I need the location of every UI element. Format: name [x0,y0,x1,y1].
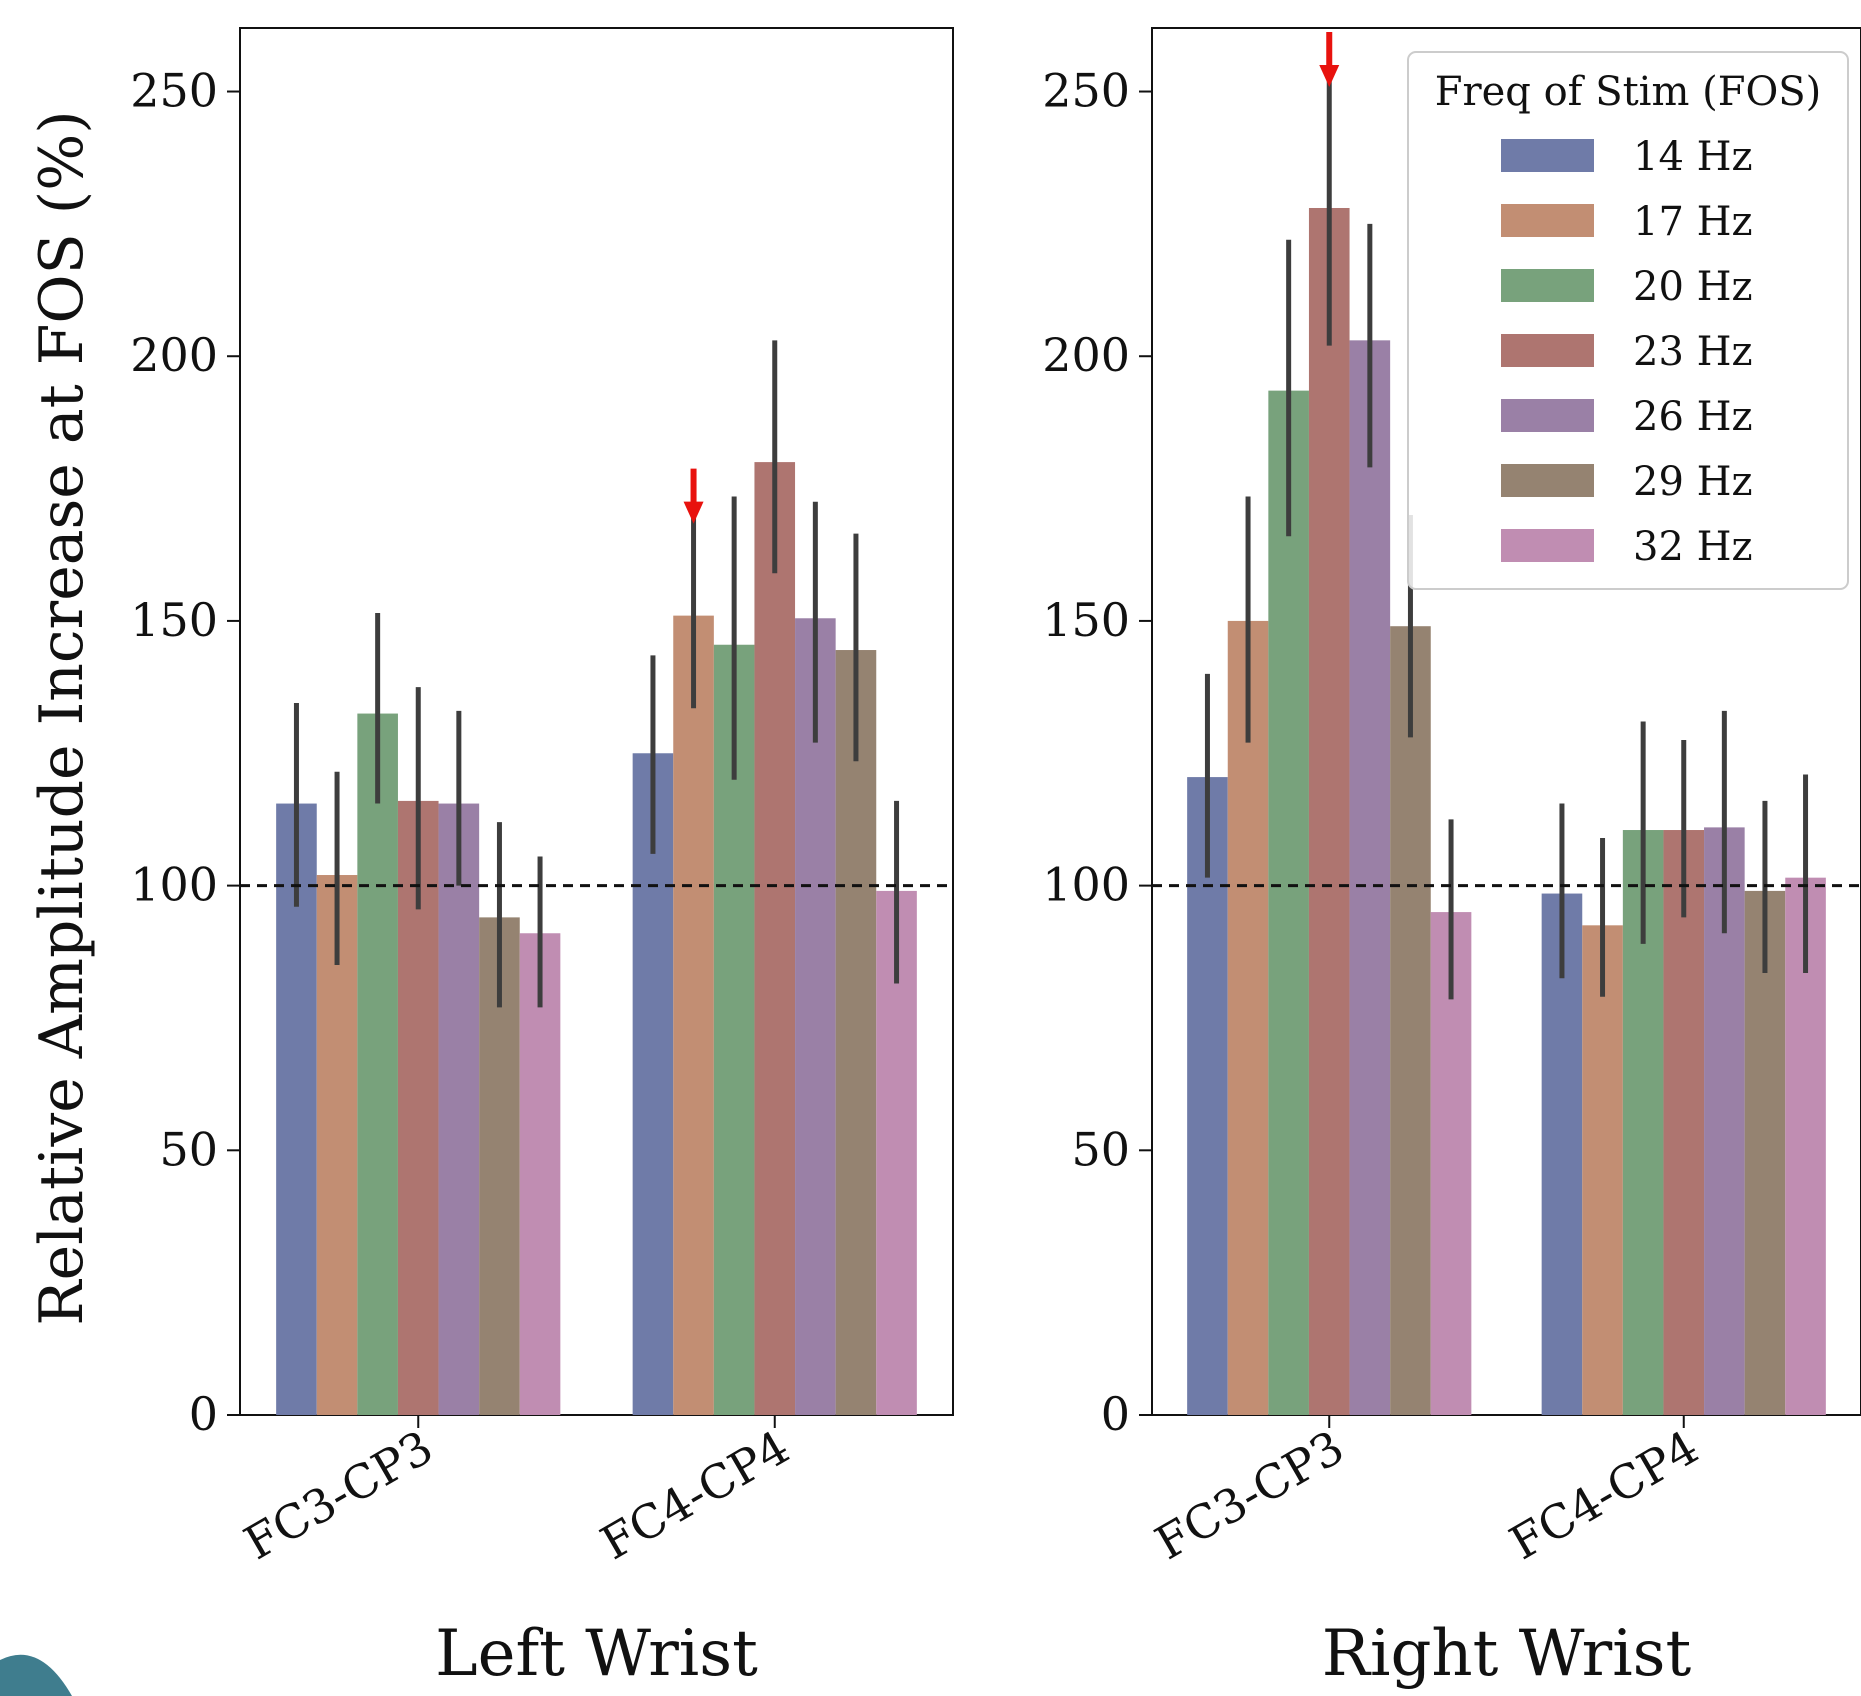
legend: Freq of Stim (FOS) 14 Hz 17 Hz 20 Hz 23 Hz 26… [1407,51,1849,590]
legend-box [1407,51,1849,590]
legend-swatch [1501,269,1594,302]
left-wrist-panel: 0 50 100 150 200 250 FC3-CP3 FC4-CP4 Left Wrist [130,27,954,1691]
bar-fc3-cp3-29-hz [1390,626,1431,1415]
legend-label: 17 Hz [1633,199,1753,245]
bar-fc3-cp3-14-hz [1187,777,1228,1415]
y-tick-label: 150 [1042,593,1130,647]
y-axis-label: Relative Amplitude Increase at FOS (%) [27,110,97,1325]
y-tick-label: 0 [189,1387,218,1441]
legend-entry-26-hz: 26 Hz [1501,394,1753,440]
legend-label: 20 Hz [1633,264,1753,310]
legend-swatch [1501,529,1594,562]
highlight-arrow [683,468,704,524]
y-tick-label: 250 [1042,64,1130,118]
y-tick-label: 250 [130,64,218,118]
bar-fc4-cp4-23-hz [754,462,796,1415]
legend-label: 29 Hz [1633,459,1753,505]
legend-swatch [1501,139,1594,172]
legend-label: 26 Hz [1633,394,1753,440]
y-tick-label: 100 [1042,858,1130,912]
category-label: FC4-CP4 [1501,1420,1708,1570]
category-label: FC3-CP3 [235,1420,442,1570]
legend-entry-23-hz: 23 Hz [1501,329,1753,375]
bar-fc4-cp4-29-hz [835,650,877,1415]
bar-fc3-cp3-20-hz [357,713,398,1415]
legend-swatch [1501,399,1594,432]
legend-entry-32-hz: 32 Hz [1501,524,1753,570]
category-label: FC4-CP4 [592,1420,799,1570]
y-tick-label: 150 [130,593,218,647]
y-tick-label: 50 [159,1122,218,1176]
legend-title: Freq of Stim (FOS) [1435,69,1822,115]
bar-fc3-cp3-23-hz [1308,207,1350,1415]
bar-fc4-cp4-23-hz [1663,830,1705,1415]
bar-fc4-cp4-17-hz [1582,925,1623,1415]
axes-frame [1151,27,1861,1416]
y-tick-label: 200 [130,328,218,382]
category-label: FC3-CP3 [1146,1420,1353,1570]
y-tick-label: 100 [130,858,218,912]
x-axis-label: Left Wrist [435,1617,758,1691]
bar-fc3-cp3-32-hz [519,933,561,1415]
axes-frame [239,27,954,1416]
legend-label: 32 Hz [1633,524,1753,570]
bar-fc4-cp4-17-hz [673,615,714,1415]
highlight-arrow [1319,31,1340,87]
legend-entry-14-hz: 14 Hz [1501,134,1753,180]
bar-fc4-cp4-29-hz [1744,890,1786,1415]
y-tick-label: 200 [1042,328,1130,382]
legend-swatch [1501,464,1594,497]
legend-entry-20-hz: 20 Hz [1501,264,1753,310]
bar-fc4-cp4-14-hz [632,753,674,1415]
legend-swatch [1501,204,1594,237]
legend-swatch [1501,334,1594,367]
legend-label: 23 Hz [1633,329,1753,375]
bar-fc4-cp4-26-hz [795,618,836,1415]
bar-fc3-cp3-17-hz [1227,620,1269,1415]
bar-fc3-cp3-26-hz [438,803,480,1415]
y-tick-label: 50 [1071,1122,1130,1176]
legend-label: 14 Hz [1633,134,1753,180]
legend-entry-29-hz: 29 Hz [1501,459,1753,505]
x-axis-label: Right Wrist [1322,1617,1692,1691]
y-tick-label: 0 [1101,1387,1130,1441]
legend-entry-17-hz: 17 Hz [1501,199,1753,245]
bar-fc3-cp3-26-hz [1349,340,1391,1415]
decorative-corner-shape [0,1654,72,1696]
bar-fc4-cp4-14-hz [1541,893,1583,1415]
bar-fc3-cp3-20-hz [1268,390,1309,1415]
